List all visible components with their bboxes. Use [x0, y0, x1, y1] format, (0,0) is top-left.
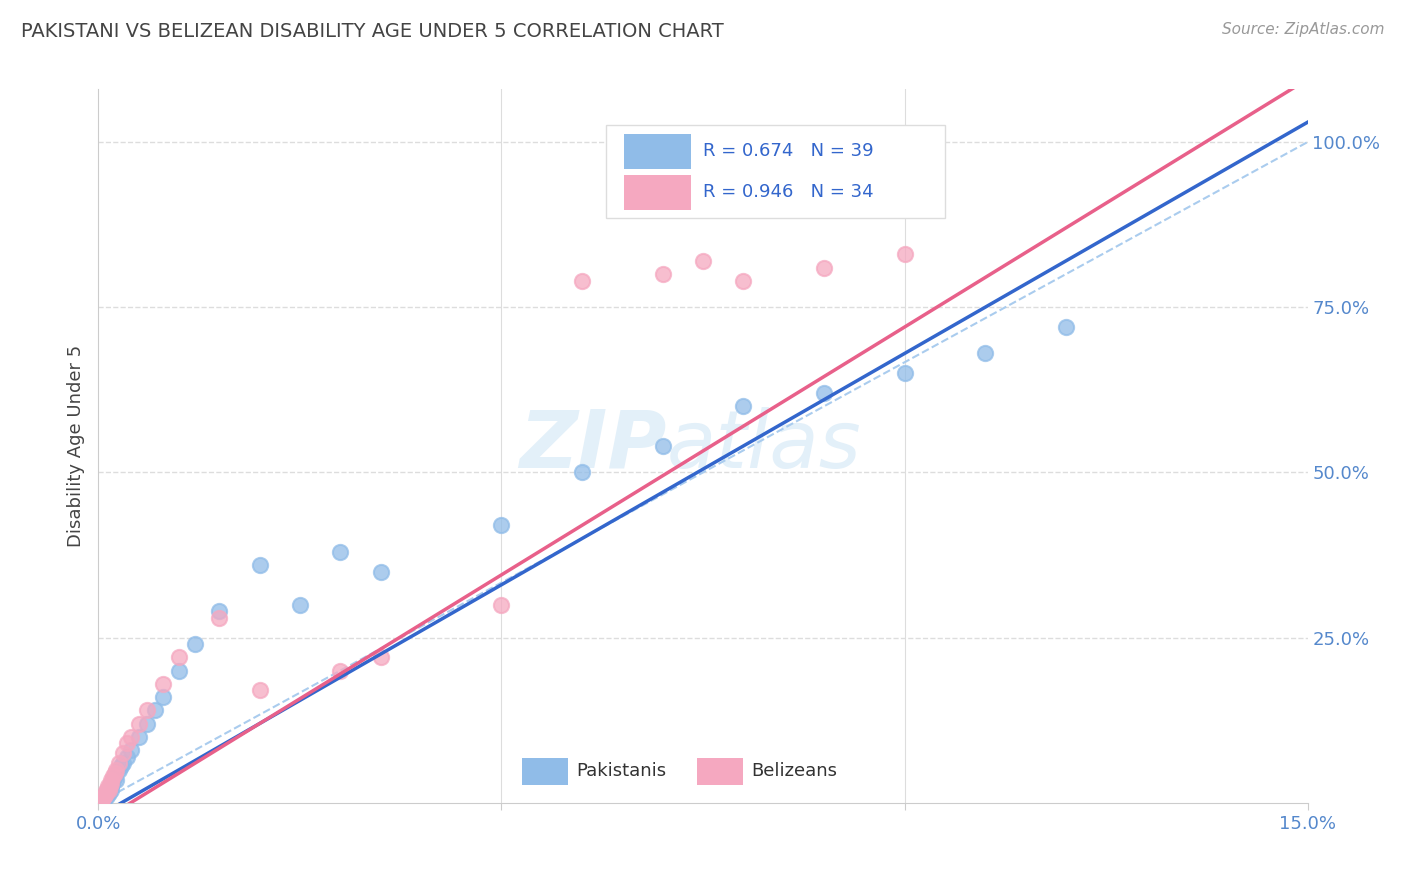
Point — [128, 730, 150, 744]
Point — [101, 776, 124, 790]
Point — [370, 650, 392, 665]
FancyBboxPatch shape — [624, 135, 690, 169]
Point — [91, 792, 114, 806]
Point — [100, 782, 122, 797]
Point — [135, 716, 157, 731]
Point — [115, 749, 138, 764]
Point — [733, 274, 755, 288]
Point — [813, 260, 835, 275]
Point — [167, 650, 190, 665]
Point — [135, 703, 157, 717]
FancyBboxPatch shape — [522, 758, 568, 785]
Point — [288, 598, 311, 612]
Point — [120, 743, 142, 757]
Text: ZIP: ZIP — [519, 407, 666, 485]
Point — [97, 786, 120, 800]
Point — [100, 772, 122, 787]
Point — [208, 611, 231, 625]
Point — [100, 776, 122, 790]
Point — [96, 789, 118, 804]
Point — [152, 677, 174, 691]
Point — [128, 716, 150, 731]
FancyBboxPatch shape — [697, 758, 742, 785]
Point — [893, 247, 915, 261]
Text: Source: ZipAtlas.com: Source: ZipAtlas.com — [1222, 22, 1385, 37]
Point — [90, 792, 112, 806]
Text: R = 0.946   N = 34: R = 0.946 N = 34 — [703, 183, 873, 201]
Point — [101, 772, 124, 787]
Point — [152, 690, 174, 704]
Point — [370, 565, 392, 579]
Text: PAKISTANI VS BELIZEAN DISABILITY AGE UNDER 5 CORRELATION CHART: PAKISTANI VS BELIZEAN DISABILITY AGE UND… — [21, 22, 724, 41]
Point — [111, 746, 134, 760]
Point — [93, 789, 115, 804]
Point — [974, 346, 997, 360]
Point — [571, 466, 593, 480]
Point — [105, 763, 128, 777]
Point — [692, 254, 714, 268]
Y-axis label: Disability Age Under 5: Disability Age Under 5 — [66, 345, 84, 547]
Point — [96, 786, 118, 800]
Point — [111, 756, 134, 771]
Point — [733, 400, 755, 414]
Point — [93, 789, 115, 804]
Point — [110, 759, 132, 773]
Point — [97, 782, 120, 797]
Point — [94, 790, 117, 805]
Text: atlas: atlas — [666, 407, 862, 485]
Point — [96, 784, 118, 798]
Point — [103, 766, 125, 780]
Point — [103, 769, 125, 783]
Point — [94, 788, 117, 802]
Point — [651, 439, 673, 453]
Point — [97, 782, 120, 797]
Point — [96, 782, 118, 797]
Text: Belizeans: Belizeans — [751, 763, 838, 780]
Point — [571, 274, 593, 288]
Point — [107, 756, 129, 771]
Point — [249, 558, 271, 572]
Point — [893, 367, 915, 381]
Point — [329, 664, 352, 678]
Point — [184, 637, 207, 651]
Point — [208, 604, 231, 618]
Point — [91, 790, 114, 805]
Point — [94, 788, 117, 802]
Text: R = 0.674   N = 39: R = 0.674 N = 39 — [703, 142, 873, 160]
Point — [107, 763, 129, 777]
Point — [651, 267, 673, 281]
FancyBboxPatch shape — [606, 125, 945, 218]
Point — [98, 779, 121, 793]
Point — [491, 598, 513, 612]
Point — [100, 779, 122, 793]
Point — [813, 386, 835, 401]
Point — [97, 779, 120, 793]
FancyBboxPatch shape — [624, 175, 690, 210]
Point — [101, 769, 124, 783]
Point — [329, 545, 352, 559]
Point — [143, 703, 166, 717]
Point — [120, 730, 142, 744]
Point — [491, 518, 513, 533]
Point — [98, 779, 121, 793]
Point — [115, 736, 138, 750]
Point — [249, 683, 271, 698]
Point — [1054, 320, 1077, 334]
Point — [105, 772, 128, 787]
Point — [167, 664, 190, 678]
Point — [94, 786, 117, 800]
Text: Pakistanis: Pakistanis — [576, 763, 666, 780]
